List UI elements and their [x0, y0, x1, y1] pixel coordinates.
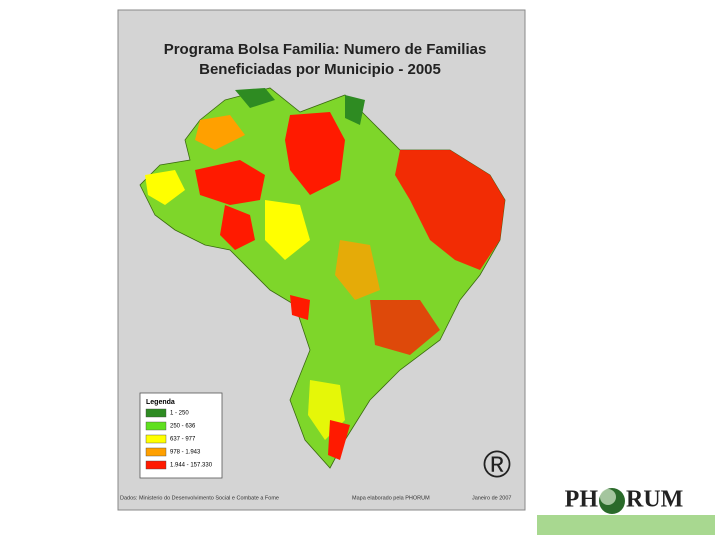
region [395, 150, 505, 270]
legend-label: 637 - 977 [170, 437, 196, 443]
legend-swatch [145, 434, 167, 444]
footer-date: Janeiro de 2007 [472, 495, 511, 501]
region [328, 420, 350, 460]
legend-title: Legenda [146, 399, 175, 406]
region [145, 170, 185, 205]
region [335, 240, 380, 300]
legend-swatch [145, 408, 167, 418]
registered-mark: ® [483, 444, 511, 486]
legend-swatch [145, 447, 167, 457]
logo-globe-shine [600, 489, 616, 505]
legend-label: 1.944 - 157.330 [170, 463, 213, 469]
brazil-map [139, 87, 506, 469]
logo-bar [537, 515, 715, 535]
footer-credit: Mapa elaborado pela PHORUM [352, 495, 430, 501]
region [370, 300, 440, 355]
legend-label: 250 - 636 [170, 424, 196, 430]
logo-right: RUM [626, 487, 683, 513]
legend-swatch [145, 421, 167, 431]
region [220, 205, 255, 250]
region [285, 112, 345, 195]
region [345, 95, 365, 125]
region [195, 160, 265, 205]
region [235, 88, 275, 108]
legend-items: 1 - 250 250 - 636 637 - 977 978 - 1.943 1.94… [145, 408, 213, 470]
footer-source: Dados: Ministerio do Desenvolvimento Soc… [120, 495, 279, 501]
region [265, 200, 310, 260]
legend-label: 1 - 250 [170, 411, 189, 417]
region [290, 295, 310, 320]
logo-left: PH [565, 487, 599, 513]
map-title: Programa Bolsa Familia: Numero de Famili… [164, 41, 487, 58]
legend-label: 978 - 1.943 [170, 450, 201, 456]
region [195, 115, 245, 150]
map-subtitle: Beneficiadas por Municipio - 2005 [199, 61, 441, 78]
legend-swatch [145, 460, 167, 470]
